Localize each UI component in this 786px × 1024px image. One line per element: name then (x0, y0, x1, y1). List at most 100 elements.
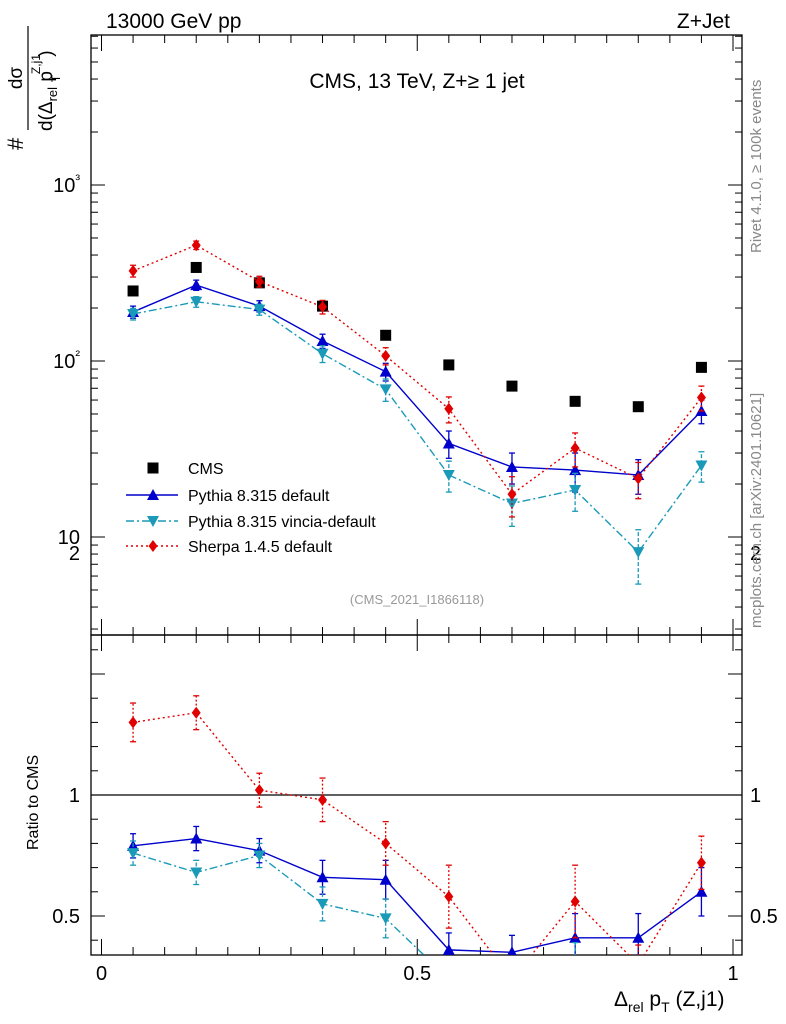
header-left: 13000 GeV pp (106, 10, 241, 33)
top-sherpa-point (633, 472, 643, 485)
legend-sherpa-marker (148, 540, 158, 552)
y-axis-label-top: # dσ d(Δrel pZ,j1T) (3, 26, 63, 150)
header-right: Z+Jet (677, 10, 730, 33)
ratio-vincia-point (569, 957, 581, 968)
top-series-sherpa (128, 239, 706, 518)
ratio-sherpa-point (444, 890, 454, 903)
ratio-y-tick-label-left: 2 (69, 543, 80, 565)
top-sherpa-point (507, 488, 517, 501)
top-cms-point (127, 285, 139, 297)
legend: CMS Pythia 8.315 default Pythia 8.315 vinc… (126, 461, 376, 556)
top-cms-point (190, 261, 202, 273)
x-tick-label: 1 (727, 963, 738, 985)
ratio-axis-ticks: 0.5 0.5 1 1 2 2 0 0.5 1 (52, 543, 778, 985)
top-sherpa-point (318, 300, 328, 313)
top-vincia-point (632, 547, 645, 559)
ratio-pythia-point (316, 871, 329, 883)
top-sherpa-line (132, 244, 702, 496)
top-axis-ticks: 10 10² 10³ (53, 35, 742, 635)
legend-cms-label: CMS (188, 461, 224, 478)
ratio-vincia-point (443, 974, 455, 985)
ratio-vincia-point (695, 964, 707, 975)
top-cms-point (443, 359, 455, 371)
ratio-pythia-line (132, 837, 702, 954)
top-sherpa-point (128, 264, 138, 277)
top-sherpa-point (191, 239, 201, 252)
top-pythia-point (190, 279, 203, 291)
top-vincia-point (316, 348, 329, 360)
ratio-vincia-point (506, 981, 518, 992)
top-vincia-line (132, 301, 702, 554)
rivet-label: Rivet 4.1.0, ≥ 100k events (748, 80, 765, 253)
top-cms-point (632, 401, 644, 413)
top-cms-point (569, 395, 581, 407)
y-tick-label: 10 (58, 527, 80, 549)
top-vincia-point (190, 296, 203, 308)
ratio-vincia-point (379, 913, 392, 925)
top-vincia-point (569, 484, 582, 496)
y-tick-label: 10² (53, 347, 80, 373)
main-title: CMS, 13 TeV, Z+≥ 1 jet (309, 70, 524, 93)
ratio-vincia-point (190, 867, 203, 879)
ratio-y-tick-label-right: 2 (750, 543, 761, 565)
ratio-y-tick-label-right: 0.5 (750, 906, 778, 928)
ratio-pythia-point (190, 832, 203, 844)
x-tick-label: 0 (96, 963, 107, 985)
ratio-sherpa-point (570, 895, 580, 908)
mcplots-label: mcplots.cern.ch [arXiv:2401.10621] (748, 393, 765, 628)
ratio-sherpa-point (507, 973, 516, 985)
top-cms-point (380, 329, 392, 341)
ratio-y-tick-label-right: 1 (750, 785, 761, 807)
legend-vincia-label: Pythia 8.315 vincia-default (188, 514, 376, 531)
ratio-pythia-point (379, 873, 392, 885)
legend-entry-sherpa: Sherpa 1.4.5 default (126, 539, 333, 556)
ratio-vincia-point (316, 898, 329, 910)
analysis-id: (CMS_2021_I1866118) (350, 592, 484, 607)
top-pythia-line (132, 284, 702, 476)
ratio-y-tick-label-left: 1 (69, 785, 80, 807)
ratio-sherpa-point (696, 856, 706, 869)
x-tick-label: 0.5 (403, 963, 431, 985)
legend-vincia-marker (147, 516, 159, 527)
top-sherpa-point (696, 391, 706, 404)
top-vincia-point (695, 460, 708, 472)
top-plot-data (127, 239, 708, 585)
ratio-vincia-point (127, 848, 140, 860)
top-series-cms (127, 261, 707, 413)
top-sherpa-point (254, 275, 264, 288)
legend-pythia-label: Pythia 8.315 default (188, 488, 330, 505)
ratio-sherpa-point (634, 958, 643, 970)
top-series-vincia (127, 296, 708, 585)
ratio-sherpa-point (318, 793, 328, 806)
top-vincia-point (127, 308, 140, 320)
legend-entry-vincia: Pythia 8.315 vincia-default (126, 514, 376, 531)
ratio-plot-data (127, 695, 708, 992)
ratio-series-sherpa (128, 695, 706, 985)
top-sherpa-point (570, 442, 580, 455)
top-cms-point (506, 380, 518, 392)
ratio-sherpa-point (381, 837, 391, 850)
ratio-pythia-point (632, 931, 645, 943)
ratio-vincia-point (253, 850, 266, 862)
y-tick-label: 10³ (53, 171, 80, 197)
legend-entry-pythia: Pythia 8.315 default (126, 488, 330, 505)
legend-entry-cms: CMS (147, 461, 224, 478)
top-vincia-point (379, 384, 392, 396)
top-vincia-point (442, 470, 455, 482)
ratio-sherpa-point (254, 784, 264, 797)
y-label-numerator: dσ (6, 67, 27, 90)
ratio-sherpa-point (191, 706, 201, 719)
top-vincia-point (253, 304, 266, 316)
top-cms-point (695, 361, 707, 373)
ratio-pythia-point (442, 943, 455, 955)
top-sherpa-point (444, 402, 454, 415)
top-pythia-point (316, 334, 329, 346)
ratio-pythia-point (695, 885, 708, 897)
x-axis-label: Δrel pT (Z,j1) (614, 988, 725, 1015)
top-pythia-point (505, 460, 518, 472)
legend-cms-marker (147, 462, 159, 474)
top-sherpa-point (381, 349, 391, 362)
ratio-sherpa-point (128, 716, 138, 729)
top-pythia-point (569, 464, 582, 476)
